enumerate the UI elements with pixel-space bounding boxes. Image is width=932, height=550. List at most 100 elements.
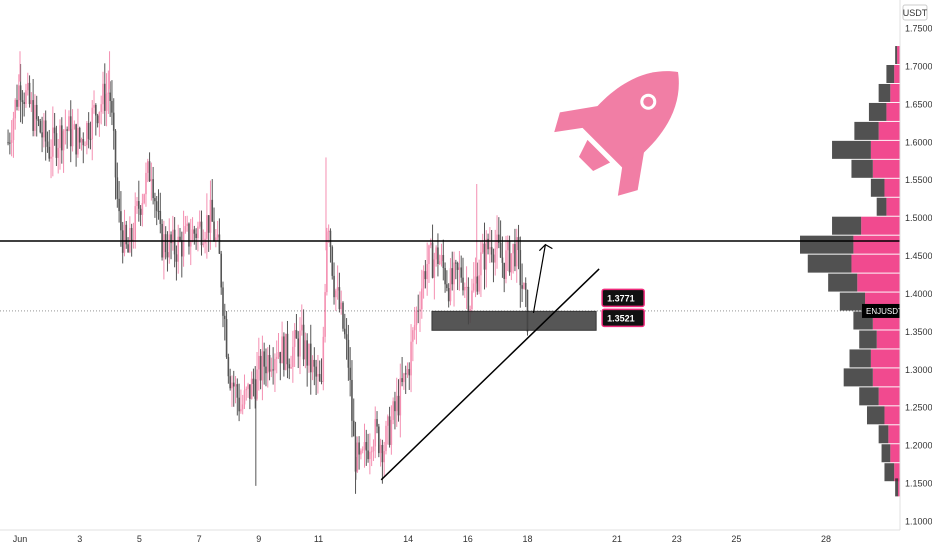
candle-body — [309, 343, 312, 373]
candle-body — [263, 351, 265, 367]
candle-body — [308, 343, 310, 366]
profile-buy-bar — [870, 349, 900, 368]
candle-body — [163, 234, 165, 258]
candle-body — [345, 334, 348, 340]
candle-body — [193, 229, 196, 234]
candle-body — [84, 145, 86, 147]
candle-body — [177, 236, 180, 262]
x-tick-label: 14 — [403, 534, 413, 544]
candle-body — [173, 229, 176, 255]
candle-body — [168, 234, 171, 258]
candle-body — [503, 262, 505, 280]
candle-body — [111, 100, 113, 113]
x-tick-label: 16 — [463, 534, 473, 544]
candle-body — [489, 247, 491, 250]
candle-body — [200, 221, 203, 246]
profile-sell-bar — [895, 46, 898, 65]
candle-body — [261, 351, 264, 381]
x-tick-label: 28 — [821, 534, 831, 544]
projection-arrow — [532, 244, 546, 314]
candle-body — [118, 198, 120, 212]
candle-body — [211, 199, 214, 222]
candle-body — [505, 250, 507, 280]
profile-buy-bar — [851, 254, 900, 273]
candle-body — [182, 231, 185, 257]
candle-body — [73, 124, 76, 129]
candle-body — [136, 201, 138, 207]
x-tick-label: 9 — [256, 534, 261, 544]
trendline — [380, 268, 600, 481]
symbol-label: ENJUSDT — [866, 307, 903, 316]
candle-body — [390, 419, 393, 445]
profile-buy-bar — [890, 83, 900, 102]
candle-body — [352, 420, 355, 437]
candle-body — [322, 336, 325, 382]
candle-body — [10, 140, 13, 143]
candle-body — [23, 102, 25, 104]
x-tick-label: 11 — [314, 534, 323, 544]
candle-body — [86, 123, 88, 146]
candle-body — [91, 107, 94, 140]
candle-body — [9, 142, 11, 144]
candle-body — [283, 336, 285, 370]
candle-body — [172, 229, 174, 244]
candle-body — [523, 282, 525, 289]
candle-body — [254, 383, 257, 399]
candle-body — [164, 234, 167, 253]
candle-body — [349, 367, 351, 380]
candle-body — [424, 271, 427, 280]
candle-body — [485, 238, 488, 270]
y-tick-label: 1.6000 — [905, 137, 932, 147]
candle-body — [295, 330, 298, 339]
y-tick-label: 1.5500 — [905, 175, 932, 185]
candle-body — [236, 384, 239, 398]
candle-body — [259, 355, 262, 381]
candle-body — [376, 419, 378, 427]
candle-body — [510, 253, 513, 273]
profile-buy-bar — [897, 46, 900, 65]
candle-body — [386, 416, 389, 426]
candle-body — [456, 263, 459, 270]
time-axis[interactable]: Jun 3 5 7 9 11 14 16 18 21 23 25 28 — [0, 529, 900, 544]
candle-body — [446, 284, 448, 289]
candle-body — [231, 382, 233, 389]
x-tick-label: 3 — [77, 534, 82, 544]
candle-body — [82, 139, 85, 146]
candle-body — [360, 450, 362, 455]
price-axis[interactable]: 1.7500 1.7000 1.6500 1.6000 1.5500 1.5000 1.45… — [899, 0, 932, 550]
y-tick-label: 1.1500 — [905, 479, 932, 489]
candle-body — [526, 289, 529, 332]
profile-sell-bar — [854, 121, 879, 140]
profile-sell-bar — [828, 273, 858, 292]
candle-body — [367, 450, 369, 460]
candle-body — [59, 125, 61, 148]
y-tick-label: 1.5000 — [905, 213, 932, 223]
candle-body — [64, 129, 67, 132]
profile-sell-bar — [868, 102, 887, 121]
candle-body — [313, 359, 316, 367]
candle-body — [410, 341, 412, 376]
candle-body — [442, 255, 445, 269]
candle-body — [413, 325, 416, 331]
candle-body — [66, 129, 68, 131]
candle-body — [374, 419, 377, 447]
x-tick-label: Jun — [13, 534, 28, 544]
candle-body — [130, 227, 133, 242]
candle-body — [395, 395, 398, 412]
candle-body — [232, 382, 235, 387]
candle-body — [517, 237, 520, 251]
y-tick-label: 1.7500 — [905, 24, 932, 34]
candle-body — [18, 85, 20, 107]
candle-body — [471, 290, 473, 310]
candle-body — [89, 138, 92, 140]
candle-body — [35, 104, 38, 120]
profile-sell-bar — [859, 387, 879, 406]
candle-body — [515, 237, 518, 267]
profile-buy-bar — [890, 444, 900, 463]
candle-body — [220, 253, 223, 288]
candle-body — [406, 369, 409, 375]
candle-body — [14, 99, 17, 119]
candle-body — [381, 444, 384, 463]
